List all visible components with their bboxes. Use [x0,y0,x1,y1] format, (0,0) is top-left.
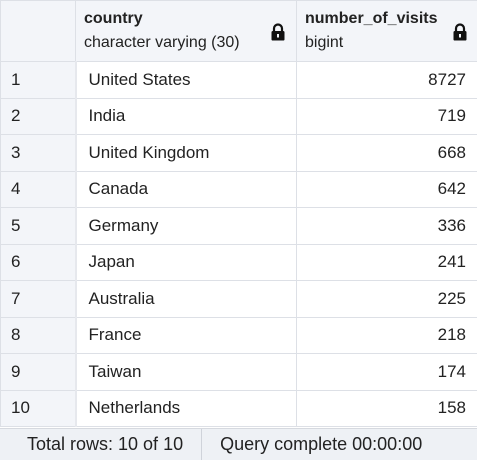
table-row[interactable]: 4 Canada 642 [0,171,477,208]
cell-number-of-visits[interactable]: 241 [296,244,477,281]
cell-number-of-visits[interactable]: 336 [296,207,477,245]
query-status: Query complete 00:00:00 [220,434,423,454]
row-index[interactable]: 1 [0,61,76,99]
row-index[interactable]: 10 [0,390,76,427]
cell-number-of-visits[interactable]: 174 [296,353,477,391]
row-index[interactable]: 6 [0,244,76,281]
cell-country[interactable]: Japan [74,244,297,281]
cell-country[interactable]: Australia [74,280,297,318]
column-header-country[interactable]: country character varying (30) [75,0,297,62]
data-table: country character varying (30) number_of… [0,0,477,427]
cell-number-of-visits[interactable]: 218 [296,317,477,354]
cell-country[interactable]: France [74,317,297,354]
result-grid: country character varying (30) number_of… [0,0,477,428]
table-row[interactable]: 6 Japan 241 [0,244,477,281]
cell-number-of-visits[interactable]: 642 [296,171,477,208]
row-index[interactable]: 8 [0,317,76,354]
column-type: bigint [305,34,344,51]
table-row[interactable]: 5 Germany 336 [0,207,477,245]
lock-icon [271,23,285,41]
cell-number-of-visits[interactable]: 719 [296,98,477,135]
cell-country[interactable]: Taiwan [74,353,297,391]
row-index[interactable]: 4 [0,171,76,208]
row-index-header[interactable] [0,0,76,62]
column-name: country [84,10,143,27]
lock-icon [453,23,467,41]
table-row[interactable]: 7 Australia 225 [0,280,477,318]
column-header-number-of-visits[interactable]: number_of_visits bigint [296,0,477,62]
cell-country[interactable]: United Kingdom [74,134,297,172]
cell-country[interactable]: Germany [74,207,297,245]
cell-country[interactable]: Canada [74,171,297,208]
cell-number-of-visits[interactable]: 8727 [296,61,477,99]
column-name: number_of_visits [305,10,438,27]
row-index[interactable]: 5 [0,207,76,245]
cell-country[interactable]: United States [74,61,297,99]
row-index[interactable]: 3 [0,134,76,172]
cell-number-of-visits[interactable]: 158 [296,390,477,427]
total-rows-status: Total rows: 10 of 10 [0,429,203,460]
cell-number-of-visits[interactable]: 668 [296,134,477,172]
column-type: character varying (30) [84,34,240,51]
table-row[interactable]: 9 Taiwan 174 [0,353,477,391]
cell-country[interactable]: India [74,98,297,135]
status-bar: Total rows: 10 of 10 Query complete 00:0… [0,428,477,460]
row-index[interactable]: 2 [0,98,76,135]
table-row[interactable]: 10 Netherlands 158 [0,390,477,427]
cell-country[interactable]: Netherlands [74,390,297,427]
table-row[interactable]: 8 France 218 [0,317,477,354]
row-index[interactable]: 9 [0,353,76,391]
cell-number-of-visits[interactable]: 225 [296,280,477,318]
table-row[interactable]: 2 India 719 [0,98,477,135]
header-row: country character varying (30) number_of… [0,0,477,62]
table-row[interactable]: 3 United Kingdom 668 [0,134,477,172]
table-row[interactable]: 1 United States 8727 [0,61,477,99]
row-index[interactable]: 7 [0,280,76,318]
